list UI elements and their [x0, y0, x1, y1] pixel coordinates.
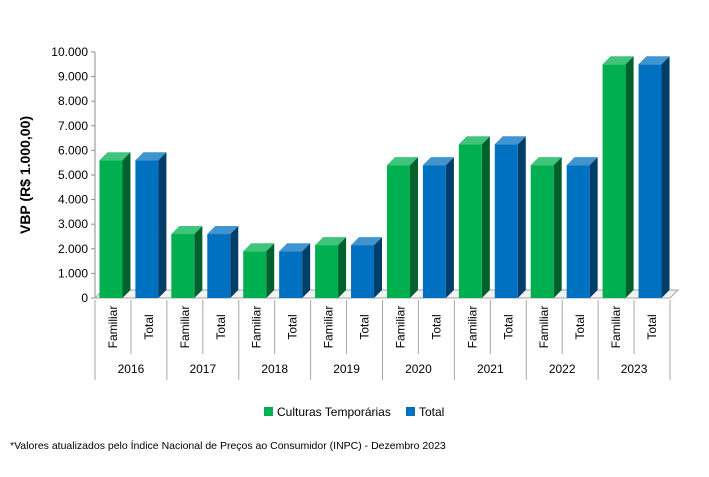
bar-top [494, 136, 526, 145]
y-tick-label: 4.000 [58, 193, 88, 207]
x-sub-label: Total [286, 314, 300, 339]
bar-top [351, 237, 383, 246]
x-year-label: 2022 [549, 362, 576, 376]
x-sub-label: Familiar [250, 306, 264, 349]
x-sub-label: Familiar [178, 306, 192, 349]
y-tick-label: 10.000 [51, 45, 88, 59]
bar-side [122, 152, 131, 298]
x-year-label: 2020 [405, 362, 432, 376]
y-tick-label: 9.000 [58, 70, 88, 84]
bar-top [315, 237, 347, 246]
bar-side [230, 226, 239, 298]
bar-total-2020 [422, 165, 446, 298]
bar-total-2021 [494, 144, 518, 298]
bar-culturas-tempor-rias-2023 [602, 64, 626, 298]
x-year-label: 2016 [118, 362, 145, 376]
bar-top [207, 226, 239, 235]
bar-top [243, 243, 275, 252]
x-sub-label: Total [645, 314, 659, 339]
bar-side [302, 243, 311, 298]
legend-swatch [264, 407, 273, 416]
legend-swatch [406, 407, 415, 416]
bar-top [279, 243, 311, 252]
footnote: *Valores atualizados pelo Índice Naciona… [10, 440, 446, 452]
bar-side [158, 152, 167, 298]
bar-total-2017 [207, 234, 231, 298]
bar-culturas-tempor-rias-2022 [530, 165, 554, 298]
bar-side [481, 136, 490, 298]
bar-culturas-tempor-rias-2019 [315, 245, 339, 298]
y-tick-label: 6.000 [58, 143, 88, 157]
bar-total-2018 [279, 251, 303, 298]
bar-top [135, 152, 167, 161]
bar-top [566, 157, 598, 166]
bar-top [530, 157, 562, 166]
y-tick-label: 5.000 [58, 168, 88, 182]
bar-culturas-tempor-rias-2021 [458, 144, 482, 298]
y-tick-label: 2.000 [58, 242, 88, 256]
bar-side [194, 226, 203, 298]
x-sub-label: Familiar [393, 306, 407, 349]
bar-top [99, 152, 131, 161]
y-axis-title: VBP (R$ 1.000,00) [17, 116, 33, 234]
x-sub-label: Familiar [106, 306, 120, 349]
bar-side [625, 56, 634, 298]
bar-total-2019 [351, 245, 375, 298]
x-sub-label: Familiar [609, 306, 623, 349]
bar-total-2022 [566, 165, 590, 298]
y-tick-label: 3.000 [58, 217, 88, 231]
bar-side [589, 157, 598, 298]
x-year-label: 2021 [477, 362, 504, 376]
y-tick-label: 0 [81, 291, 88, 305]
x-sub-label: Familiar [537, 306, 551, 349]
bar-top [422, 157, 454, 166]
bar-culturas-tempor-rias-2016 [99, 160, 123, 298]
x-sub-label: Familiar [465, 306, 479, 349]
bar-culturas-tempor-rias-2017 [171, 234, 195, 298]
x-sub-label: Total [573, 314, 587, 339]
x-sub-label: Total [142, 314, 156, 339]
bar-total-2023 [638, 64, 662, 298]
bar-side [517, 136, 526, 298]
y-tick-label: 8.000 [58, 94, 88, 108]
bar-side [661, 56, 670, 298]
bar-side [338, 237, 347, 298]
bar-side [409, 157, 418, 298]
x-sub-label: Familiar [322, 306, 336, 349]
bar-top [386, 157, 418, 166]
bar-culturas-tempor-rias-2018 [243, 251, 267, 298]
bar-side [553, 157, 562, 298]
bar-top [602, 56, 634, 65]
bar-top [171, 226, 203, 235]
x-year-label: 2017 [189, 362, 216, 376]
legend-label: Total [419, 405, 444, 419]
bar-culturas-tempor-rias-2020 [386, 165, 410, 298]
x-sub-label: Total [501, 314, 515, 339]
x-year-label: 2023 [621, 362, 648, 376]
x-year-label: 2019 [333, 362, 360, 376]
bar-side [374, 237, 383, 298]
x-year-label: 2018 [261, 362, 288, 376]
bar-side [266, 243, 275, 298]
bar-side [445, 157, 454, 298]
x-sub-label: Total [358, 314, 372, 339]
bar-top [638, 56, 670, 65]
x-sub-label: Total [429, 314, 443, 339]
bar-total-2016 [135, 160, 159, 298]
legend-label: Culturas Temporárias [277, 405, 391, 419]
y-tick-label: 1.000 [58, 266, 88, 280]
x-sub-label: Total [214, 314, 228, 339]
y-tick-label: 7.000 [58, 119, 88, 133]
bar-top [458, 136, 490, 145]
